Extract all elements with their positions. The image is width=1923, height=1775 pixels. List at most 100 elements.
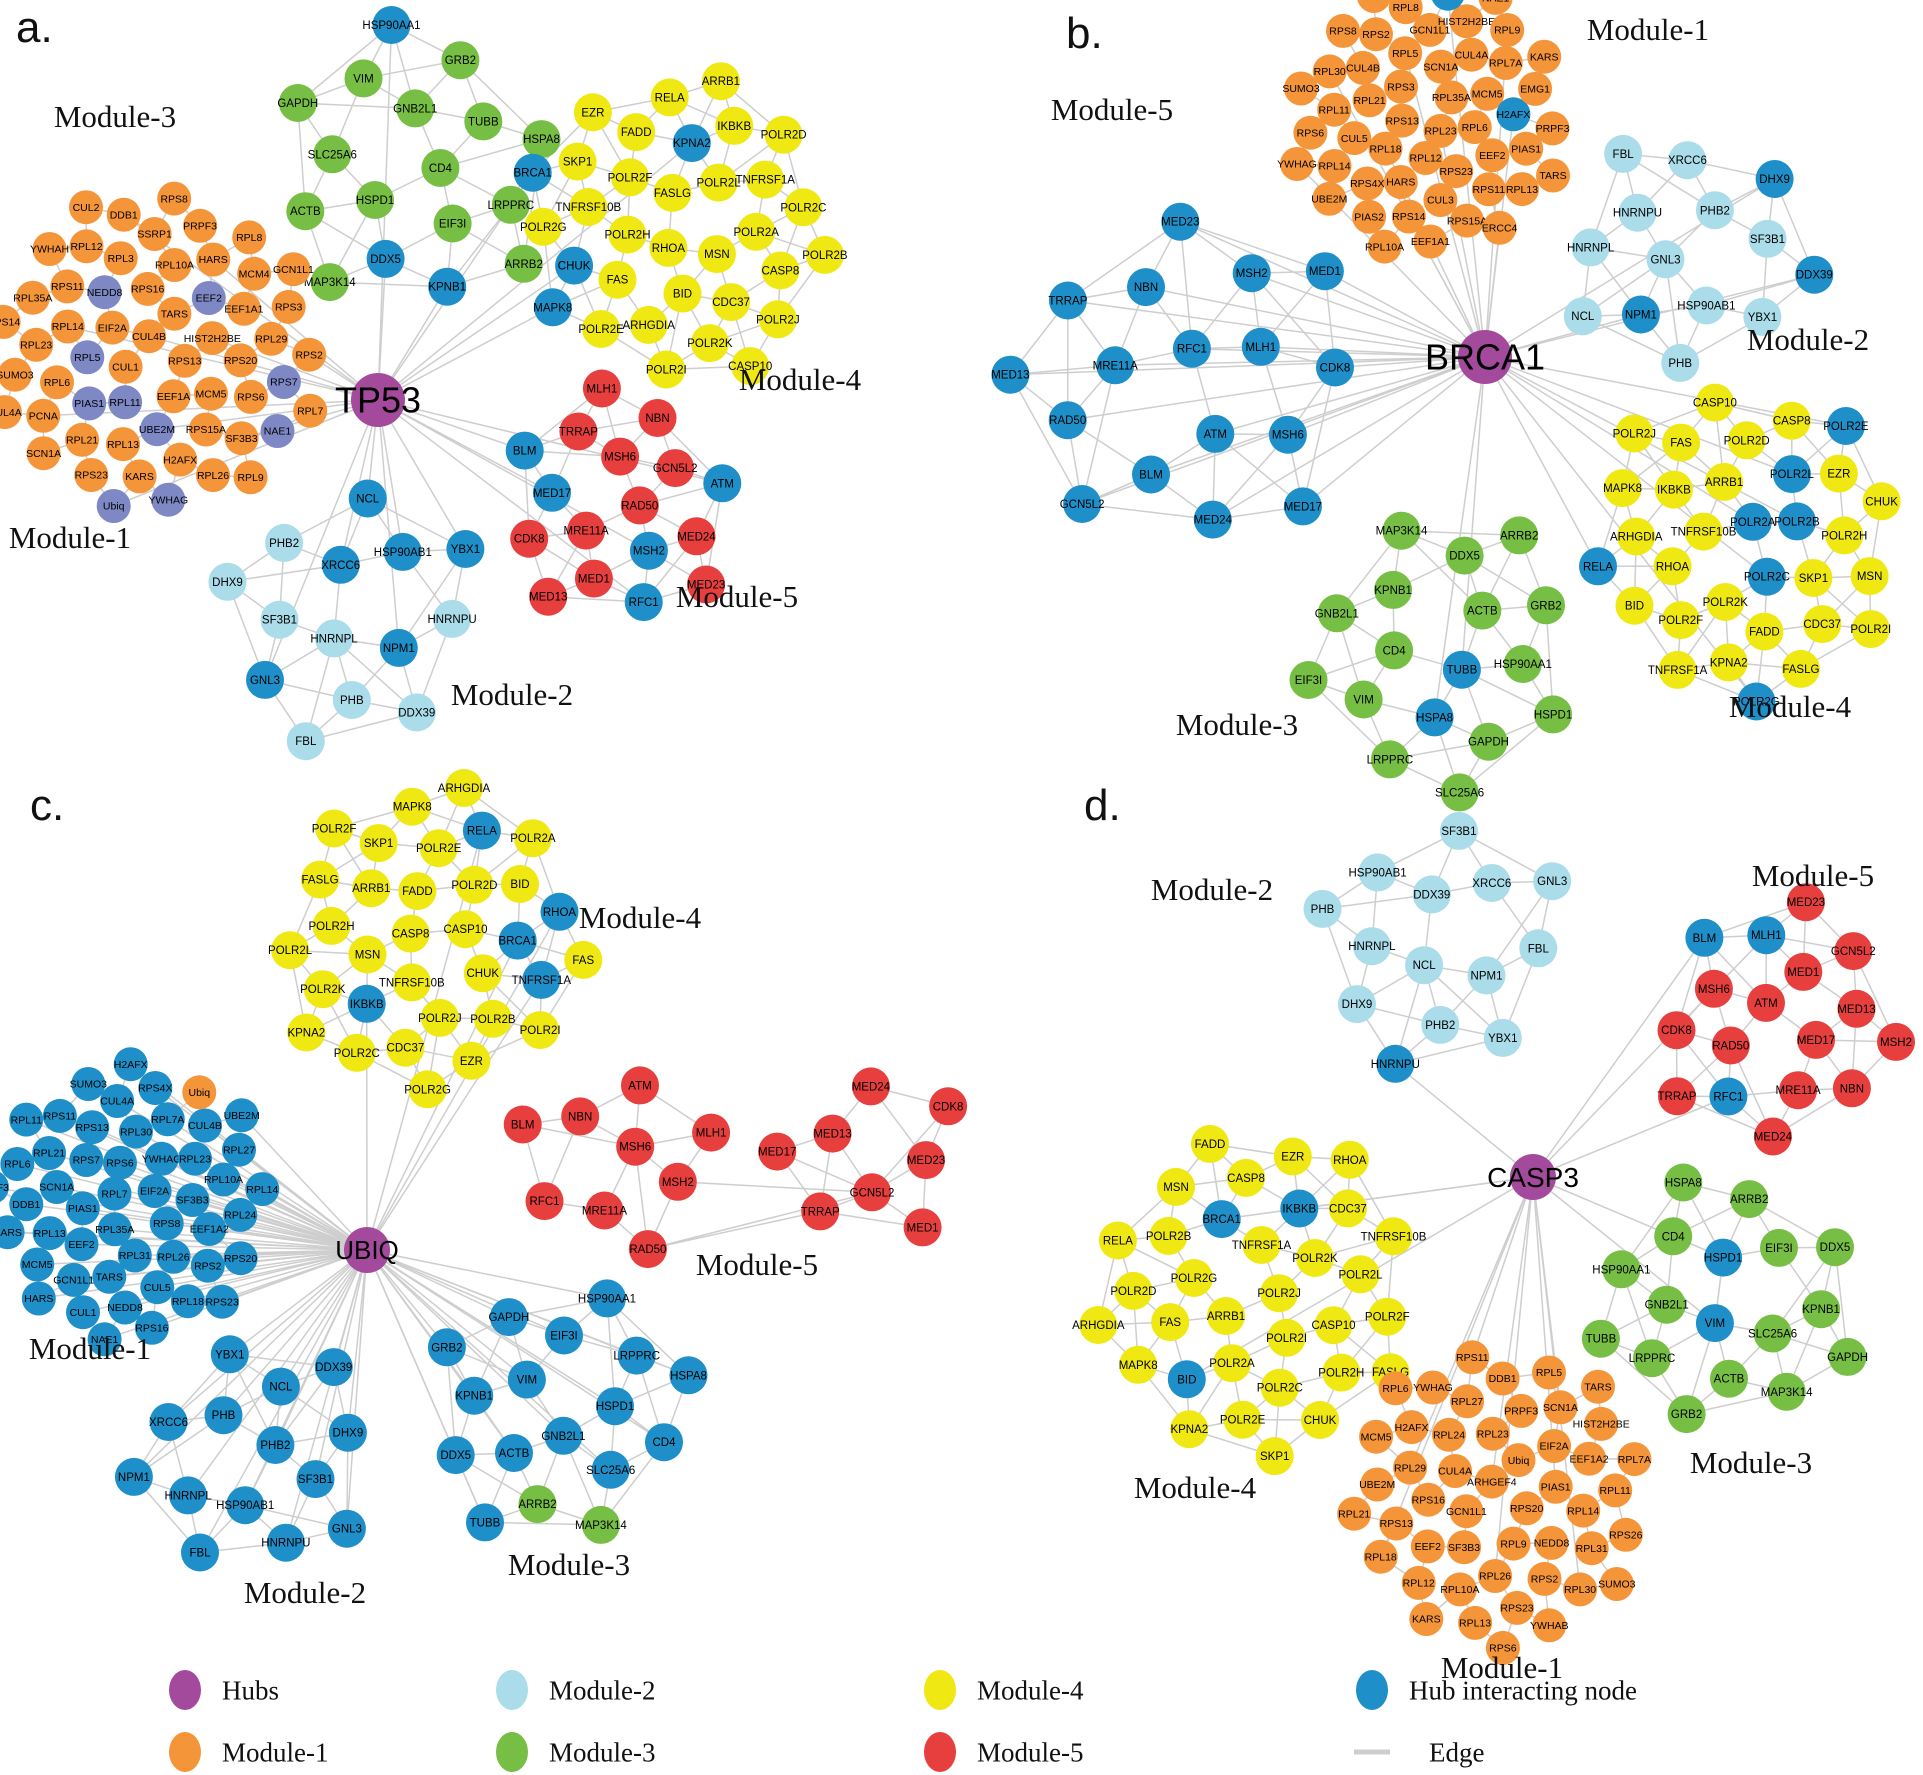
- node-EEF1A[interactable]: [156, 379, 191, 414]
- node-KPNB1[interactable]: [428, 267, 467, 306]
- node-YWHAB[interactable]: [1532, 1608, 1567, 1643]
- node-ARRB2[interactable]: [518, 1485, 557, 1524]
- node-GAPDH[interactable]: [1469, 722, 1508, 761]
- node-MRE11A[interactable]: [585, 1191, 624, 1230]
- node-SF3B1[interactable]: [296, 1460, 335, 1499]
- node-RPL23[interactable]: [1423, 113, 1458, 148]
- node-RPS16[interactable]: [130, 271, 165, 306]
- hub-node-BRCA1[interactable]: [1458, 330, 1512, 384]
- node-IKBKB[interactable]: [347, 984, 386, 1023]
- node-BLM[interactable]: [503, 1105, 542, 1144]
- node-RPL12[interactable]: [1408, 141, 1443, 175]
- node-POLR2I[interactable]: [1267, 1318, 1306, 1357]
- node-RFC1[interactable]: [624, 583, 663, 622]
- node-FADD[interactable]: [1191, 1124, 1229, 1163]
- node-POLR2F[interactable]: [1368, 1297, 1407, 1336]
- node-KARS[interactable]: [1527, 39, 1562, 74]
- node-UBE2M[interactable]: [1312, 181, 1347, 216]
- node-EZR[interactable]: [573, 93, 612, 132]
- node-MSH6[interactable]: [1268, 415, 1307, 454]
- node-XRCC6[interactable]: [149, 1403, 188, 1441]
- node-POLR2B[interactable]: [1778, 502, 1816, 541]
- node-UBE2M[interactable]: [140, 412, 174, 447]
- node-RELA[interactable]: [650, 78, 689, 117]
- node-RPL26[interactable]: [196, 458, 230, 493]
- node-HSP90AB1[interactable]: [226, 1486, 265, 1525]
- node-SF3B1[interactable]: [1439, 811, 1478, 850]
- node-HNRNPU[interactable]: [1618, 193, 1657, 232]
- node-FAS[interactable]: [598, 260, 637, 299]
- node-ARRB1[interactable]: [701, 62, 740, 101]
- node-RPL14[interactable]: [1566, 1493, 1601, 1528]
- node-RPL8[interactable]: [232, 220, 267, 255]
- node-H2AFX[interactable]: [163, 442, 198, 477]
- node-Ubiq[interactable]: [182, 1075, 217, 1110]
- node-DDX39[interactable]: [1412, 875, 1451, 914]
- node-HNRNPL[interactable]: [1571, 228, 1610, 267]
- node-CUL5[interactable]: [140, 1270, 175, 1305]
- node-RHOA[interactable]: [1330, 1140, 1369, 1179]
- node-KPNA2[interactable]: [1709, 643, 1748, 682]
- node-HSPD1[interactable]: [1704, 1238, 1743, 1277]
- node-RFC1[interactable]: [525, 1182, 564, 1221]
- node-RPL13[interactable]: [106, 427, 140, 462]
- node-DDB1[interactable]: [1485, 1361, 1520, 1396]
- node-CUL5[interactable]: [1337, 121, 1372, 156]
- node-DDX39[interactable]: [314, 1348, 353, 1387]
- node-POLR2G[interactable]: [524, 207, 563, 246]
- node-RPL11[interactable]: [108, 385, 143, 420]
- node-HSP90AA1[interactable]: [1602, 1250, 1641, 1289]
- node-MSN[interactable]: [348, 935, 387, 974]
- node-CDK8[interactable]: [510, 519, 549, 558]
- node-POLR2E[interactable]: [419, 829, 458, 868]
- node-RPS2[interactable]: [1359, 17, 1393, 52]
- node-MED17[interactable]: [1797, 1020, 1835, 1059]
- node-GNB2L1[interactable]: [396, 89, 435, 128]
- node-TRRAP[interactable]: [801, 1192, 840, 1231]
- node-RPS14[interactable]: [0, 304, 21, 339]
- node-MLH1[interactable]: [582, 369, 621, 408]
- node-RPS15A[interactable]: [1450, 203, 1484, 238]
- node-PIAS1[interactable]: [1538, 1469, 1573, 1504]
- node-MED23[interactable]: [1786, 883, 1825, 922]
- node-GCN1L1[interactable]: [276, 252, 311, 287]
- node-MED24[interactable]: [1753, 1117, 1792, 1156]
- node-KPNA2[interactable]: [287, 1013, 326, 1052]
- node-POLR2H[interactable]: [1825, 516, 1864, 555]
- node-CASP10[interactable]: [446, 910, 485, 949]
- node-KPNA2[interactable]: [1170, 1410, 1209, 1449]
- node-MAPK8[interactable]: [1603, 469, 1642, 508]
- node-RPS13[interactable]: [1379, 1506, 1414, 1541]
- node-RPL13[interactable]: [1505, 172, 1539, 207]
- node-HIST2H2BE[interactable]: [195, 321, 230, 356]
- node-CHUK[interactable]: [555, 246, 594, 285]
- node-RPS11[interactable]: [42, 1098, 77, 1133]
- node-RPS2[interactable]: [1527, 1561, 1562, 1596]
- node-RHOA[interactable]: [1653, 547, 1692, 586]
- node-FAS[interactable]: [1151, 1303, 1190, 1342]
- node-MED23[interactable]: [907, 1141, 945, 1180]
- node-NPM1[interactable]: [1467, 956, 1506, 995]
- node-MED1[interactable]: [1305, 252, 1344, 291]
- node-POLR2F[interactable]: [611, 158, 649, 197]
- node-SF3B1[interactable]: [260, 600, 299, 639]
- node-MED1[interactable]: [574, 559, 613, 598]
- node-MLH1[interactable]: [1241, 327, 1280, 366]
- node-GAPDH[interactable]: [489, 1298, 528, 1337]
- node-IKBKB[interactable]: [715, 106, 754, 145]
- node-MSH2[interactable]: [658, 1162, 697, 1201]
- node-RPL5[interactable]: [1388, 36, 1423, 71]
- node-XRCC6[interactable]: [1668, 141, 1707, 180]
- node-FBL[interactable]: [1519, 929, 1558, 968]
- node-DDX5[interactable]: [1445, 536, 1484, 575]
- node-HSPD1[interactable]: [356, 181, 394, 219]
- node-POLR2K[interactable]: [1296, 1239, 1334, 1277]
- node-TUBB[interactable]: [464, 102, 503, 141]
- node-POLR2C[interactable]: [1747, 557, 1786, 596]
- node-YWHAG[interactable]: [144, 1141, 179, 1176]
- node-DHX9[interactable]: [328, 1413, 367, 1452]
- node-EIF3I[interactable]: [1289, 661, 1328, 699]
- node-BLM[interactable]: [1685, 918, 1724, 957]
- node-EIF3I[interactable]: [433, 204, 472, 243]
- node-CUL4A[interactable]: [100, 1084, 135, 1118]
